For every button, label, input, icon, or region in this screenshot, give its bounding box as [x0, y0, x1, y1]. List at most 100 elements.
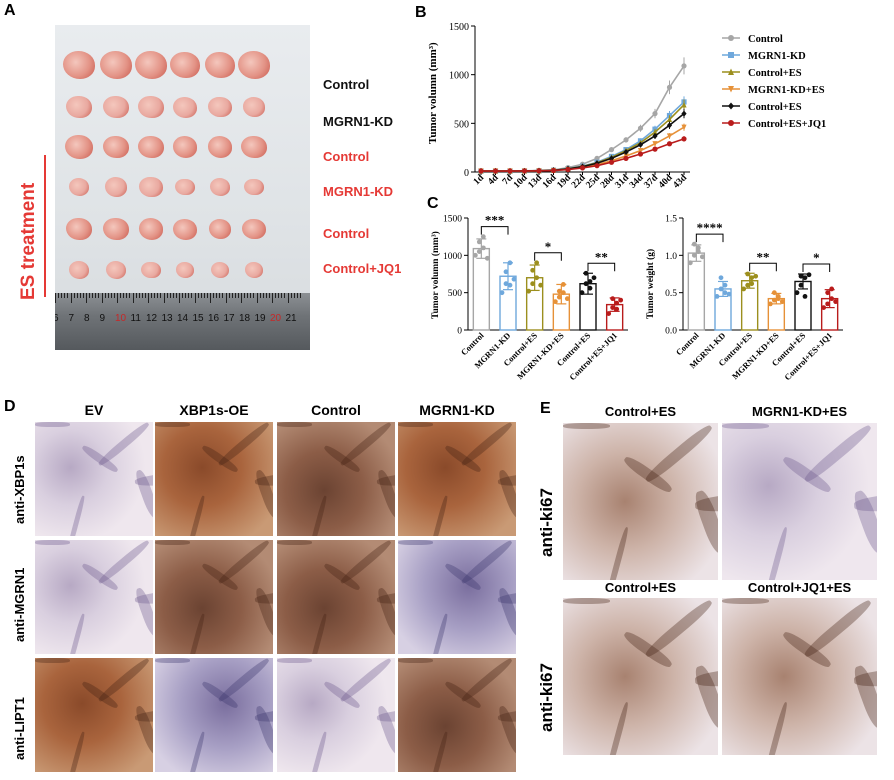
data-point	[798, 273, 804, 279]
tumor	[63, 51, 95, 79]
tumor	[102, 217, 130, 241]
ruler-mark	[151, 293, 153, 298]
data-point	[833, 299, 839, 305]
ruler-mark	[157, 293, 159, 298]
ruler-tick: 10	[115, 313, 127, 324]
tumor	[209, 177, 231, 197]
tissue-texture	[216, 658, 271, 704]
data-point	[666, 84, 673, 90]
ruler-mark	[58, 293, 60, 298]
ruler-mark	[132, 293, 134, 303]
tumor	[172, 136, 198, 158]
data-point	[637, 147, 644, 154]
ruler-mark	[160, 293, 162, 298]
ruler-mark	[95, 293, 97, 298]
ruler-tick: 18	[239, 313, 251, 324]
ruler-tick: 13	[161, 313, 173, 324]
ki67-column-label: Control+JQ1+ES	[747, 580, 852, 595]
y-tick-label: 0	[464, 168, 469, 179]
legend-label: Control+ES+JQ1	[748, 119, 826, 130]
tissue-texture	[763, 700, 789, 755]
tissue-texture	[459, 540, 514, 586]
ruler-mark	[104, 293, 106, 298]
data-point	[499, 290, 505, 296]
ruler-mark	[126, 293, 128, 298]
data-point	[802, 294, 808, 299]
data-point	[526, 288, 532, 294]
tissue-texture	[96, 658, 151, 704]
data-point	[779, 299, 785, 305]
data-point	[652, 128, 658, 135]
data-point	[728, 68, 734, 75]
data-point	[587, 285, 593, 291]
significance-bracket	[480, 226, 509, 235]
ruler-mark	[237, 293, 239, 298]
tissue-texture	[35, 540, 71, 545]
data-point	[583, 281, 589, 287]
data-point	[681, 101, 687, 108]
tissue-texture	[277, 540, 313, 545]
tissue-texture	[186, 495, 206, 536]
ruler-mark	[129, 293, 131, 298]
ihc-image-tile	[155, 658, 273, 772]
y-axis-label: Tumor weight (g)	[645, 249, 656, 319]
data-point	[718, 275, 724, 281]
data-point	[583, 270, 589, 276]
data-point	[565, 166, 571, 173]
data-point	[614, 306, 620, 312]
data-point	[728, 86, 734, 93]
data-point	[771, 290, 777, 296]
ruler-mark	[203, 293, 205, 298]
significance-label: **	[757, 249, 770, 264]
panel-letter-c: C	[427, 195, 439, 212]
ihc-column-label: EV	[84, 402, 104, 418]
significance-bracket	[695, 233, 724, 243]
ruler-mark	[86, 293, 87, 303]
tumor	[66, 95, 92, 119]
data-point	[552, 299, 558, 305]
significance-bracket	[587, 262, 616, 272]
ihc-image-tile	[155, 422, 273, 536]
tumor	[138, 218, 164, 240]
data-point	[536, 168, 542, 174]
tumor	[169, 51, 201, 79]
data-point	[691, 252, 697, 258]
data-point	[728, 52, 734, 58]
x-tick-label: Control+ES+JQ1	[567, 330, 619, 382]
tumor-row-label: Control	[323, 77, 370, 92]
data-point	[608, 155, 615, 162]
tissue-texture	[216, 540, 271, 586]
data-point	[507, 282, 513, 288]
panel-letter-b: B	[415, 4, 427, 21]
ruler-mark	[281, 293, 283, 298]
significance-label: **	[595, 249, 608, 264]
tumor	[173, 96, 197, 118]
ki67-column-label: MGRN1-KD+ES	[752, 404, 847, 419]
data-point	[610, 305, 616, 310]
data-point	[806, 272, 812, 278]
ruler-tick: 16	[208, 313, 220, 324]
data-point	[606, 311, 612, 316]
tumor	[244, 178, 264, 196]
ihc-column-label: Control	[311, 402, 361, 418]
tumor	[69, 261, 89, 279]
data-point	[550, 167, 557, 174]
tissue-texture	[66, 613, 86, 654]
ruler-mark	[216, 293, 218, 298]
ruler-mark	[188, 293, 190, 298]
tumor	[137, 95, 165, 119]
data-point	[594, 163, 600, 169]
ruler-mark	[191, 293, 193, 298]
data-point	[652, 111, 658, 117]
ruler-mark	[89, 293, 91, 298]
tissue-texture	[308, 731, 328, 772]
x-tick-label: 4d	[486, 173, 501, 188]
tumor	[175, 178, 195, 196]
tumor	[66, 217, 92, 241]
ki67-image-tile	[563, 598, 718, 755]
bar	[472, 247, 491, 331]
ki67-column-label: Control+ES	[604, 404, 677, 419]
data-point	[560, 282, 566, 287]
